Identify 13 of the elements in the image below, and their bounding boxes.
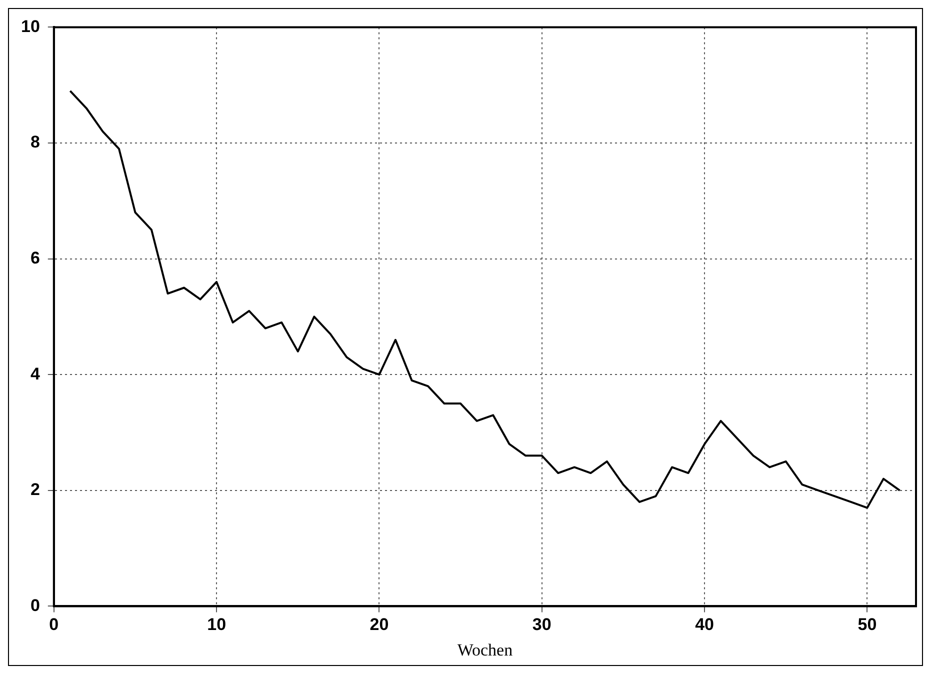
y-tick-label: 6 (30, 248, 40, 268)
x-axis-title: Wochen (457, 640, 514, 660)
x-tick-label: 0 (49, 615, 59, 634)
y-tick-label: 10 (20, 16, 40, 36)
y-tick-label: 4 (30, 364, 40, 384)
x-tick-label: 50 (858, 615, 877, 634)
x-tick-label: 10 (207, 615, 226, 634)
y-tick-label: 0 (30, 596, 40, 615)
x-tick-label: 20 (370, 615, 389, 634)
x-tick-label: 40 (695, 615, 714, 634)
x-tick-label: 30 (532, 615, 552, 634)
y-tick-label: 8 (30, 132, 40, 152)
y-tick-label: 2 (30, 480, 40, 500)
